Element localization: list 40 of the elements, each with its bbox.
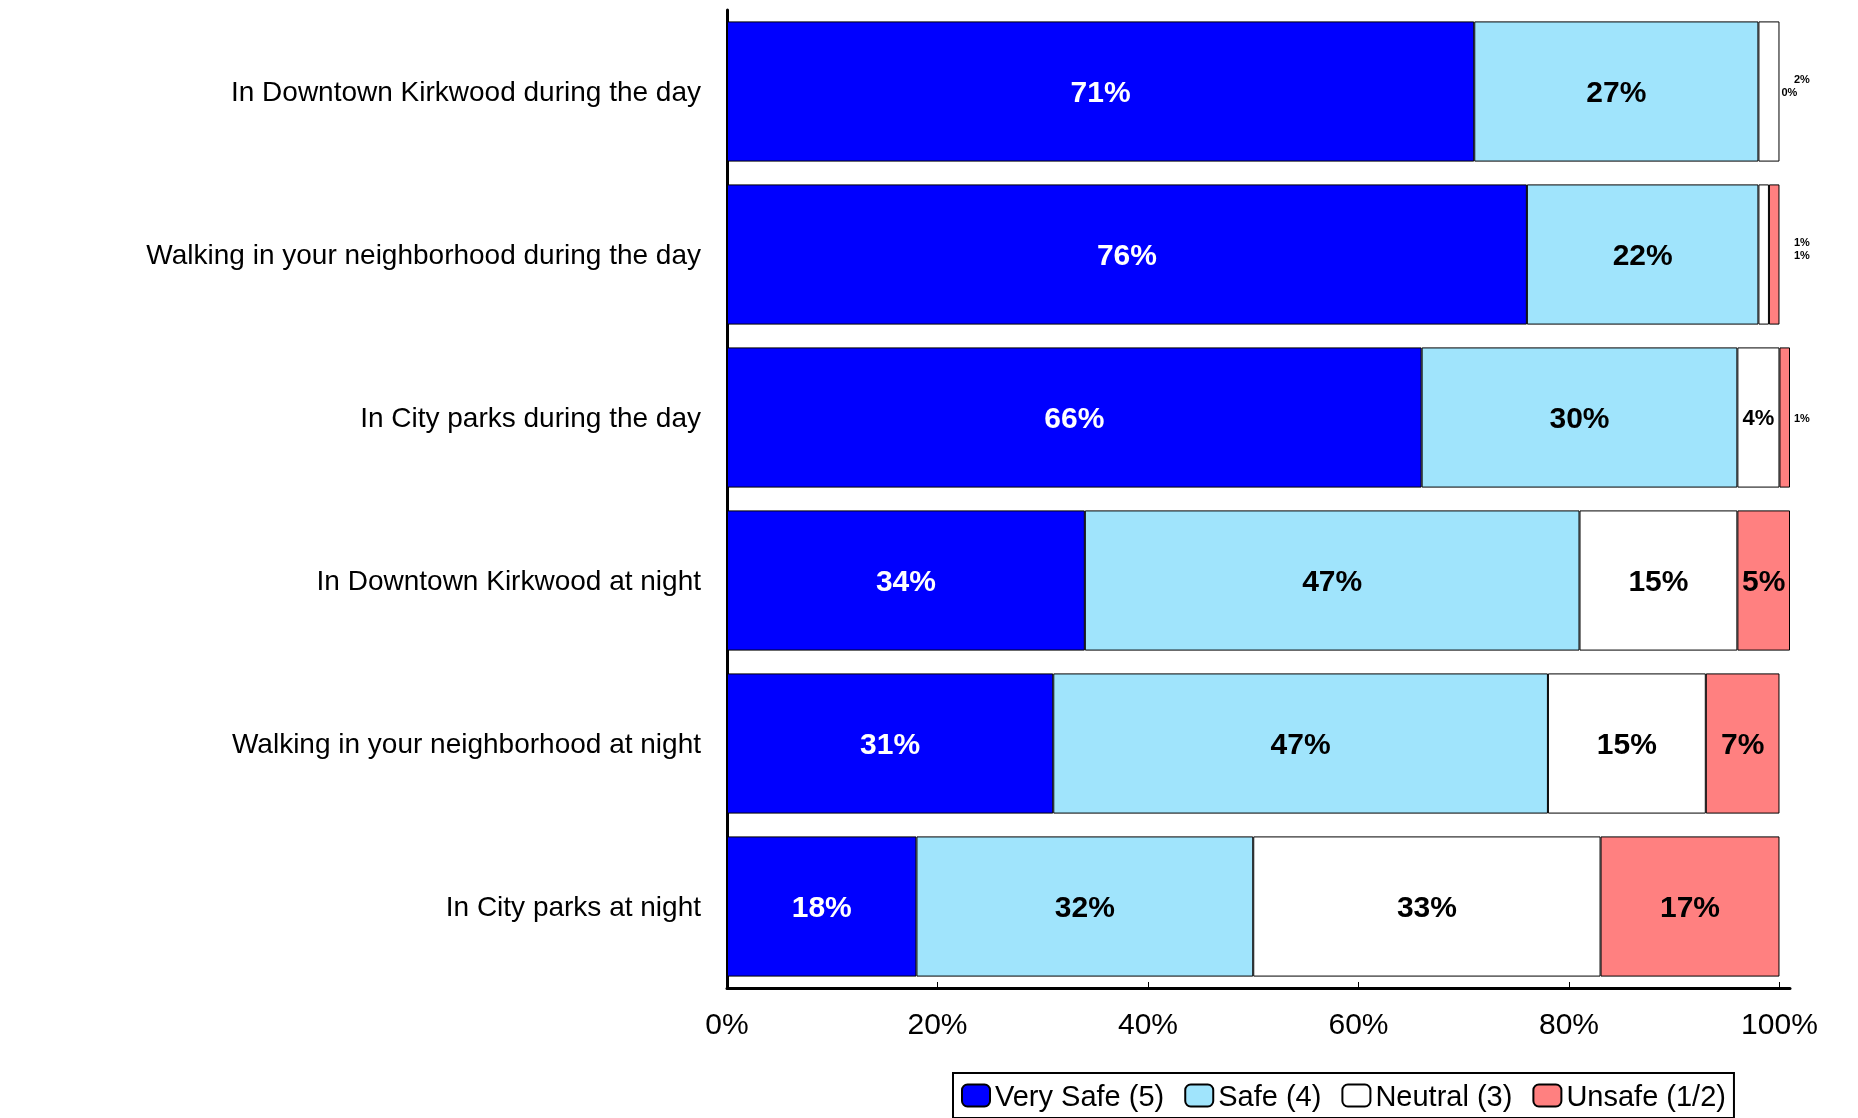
data-label: 22% xyxy=(1612,238,1673,271)
data-label: 17% xyxy=(1659,890,1721,923)
y-tick-label: In City parks during the day xyxy=(360,402,701,433)
legend-label: Neutral (3) xyxy=(1375,1079,1513,1112)
x-tick-label: 60% xyxy=(1328,1006,1389,1040)
x-tick-label: 80% xyxy=(1538,1006,1599,1040)
data-label: 27% xyxy=(1586,75,1647,108)
data-label: 15% xyxy=(1596,727,1657,760)
data-label: 66% xyxy=(1044,401,1105,434)
x-tick-label: 20% xyxy=(907,1006,968,1040)
y-tick-label: In City parks at night xyxy=(445,891,702,922)
data-label: 76% xyxy=(1096,238,1157,271)
data-label: 32% xyxy=(1054,890,1115,923)
data-label: 4% xyxy=(1742,405,1775,430)
data-label: 1% xyxy=(1794,248,1811,261)
legend-label: Safe (4) xyxy=(1218,1079,1322,1112)
data-label: 1% xyxy=(1794,235,1811,248)
data-label: 33% xyxy=(1396,890,1457,923)
y-tick-label: In Downtown Kirkwood during the day xyxy=(230,76,701,107)
y-tick-label: Walking in your neighborhood at night xyxy=(231,728,702,759)
y-tick-label: Walking in your neighborhood during the day xyxy=(146,239,701,270)
data-label: 15% xyxy=(1628,564,1689,597)
data-label: 1% xyxy=(1794,411,1811,424)
data-label: 31% xyxy=(860,727,921,760)
legend-label: Unsafe (1/2) xyxy=(1566,1079,1726,1112)
legend-label: Very Safe (5) xyxy=(995,1079,1165,1112)
y-tick-label: In Downtown Kirkwood at night xyxy=(316,565,702,596)
data-label: 0% xyxy=(1781,85,1798,98)
data-label: 71% xyxy=(1070,75,1131,108)
data-label: 7% xyxy=(1720,727,1765,760)
x-tick-label: 40% xyxy=(1117,1006,1179,1040)
data-label: 2% xyxy=(1794,72,1811,85)
data-label: 47% xyxy=(1270,727,1331,760)
data-label: 30% xyxy=(1549,401,1610,434)
data-label: 47% xyxy=(1302,564,1363,597)
data-label: 34% xyxy=(875,564,936,597)
x-tick-label: 0% xyxy=(705,1006,749,1040)
x-tick-label: 100% xyxy=(1741,1006,1818,1040)
data-label: 5% xyxy=(1742,564,1786,597)
data-label: 18% xyxy=(791,890,852,923)
